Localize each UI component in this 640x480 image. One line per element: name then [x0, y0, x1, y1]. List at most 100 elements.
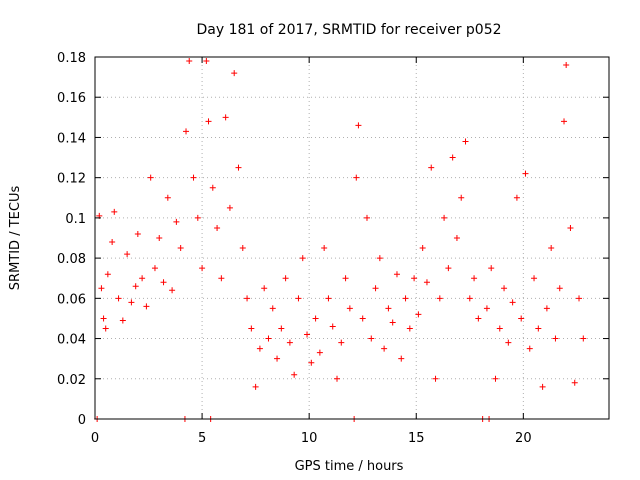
data-point	[177, 245, 184, 252]
y-tick-label: 0.02	[57, 373, 86, 388]
data-point	[445, 265, 452, 272]
data-point	[496, 325, 503, 332]
data-point	[432, 375, 439, 382]
data-point	[334, 375, 341, 382]
data-point	[203, 58, 210, 65]
data-point	[406, 325, 413, 332]
data-point	[522, 170, 529, 177]
data-point	[488, 265, 495, 272]
data-point	[214, 224, 221, 231]
data-point	[346, 305, 353, 312]
data-point	[278, 325, 285, 332]
data-point	[261, 285, 268, 292]
data-point	[475, 315, 482, 322]
data-point	[376, 255, 383, 262]
data-point	[389, 319, 396, 326]
chart-title: Day 181 of 2017, SRMTID for receiver p05…	[196, 22, 501, 38]
data-point	[160, 279, 167, 286]
data-point	[423, 279, 430, 286]
y-tick-label: 0.04	[57, 333, 86, 348]
data-point	[359, 315, 366, 322]
data-point	[173, 218, 180, 225]
data-point	[552, 335, 559, 342]
y-tick-label: 0.16	[57, 91, 86, 106]
data-point	[282, 275, 289, 282]
data-point	[368, 335, 375, 342]
data-point	[209, 184, 216, 191]
data-point	[269, 305, 276, 312]
data-point	[111, 208, 118, 215]
data-point	[453, 235, 460, 241]
x-tick-label: 0	[91, 431, 99, 446]
data-point	[535, 325, 542, 332]
data-point	[226, 204, 233, 211]
data-point	[199, 265, 206, 272]
data-point	[190, 174, 197, 181]
data-point	[164, 194, 171, 201]
data-point	[539, 383, 546, 390]
y-axis-label: SRMTID / TECUs	[8, 186, 23, 291]
data-point	[471, 275, 478, 282]
data-point	[372, 285, 379, 292]
data-point	[186, 58, 193, 65]
data-point	[235, 164, 242, 171]
data-point	[567, 224, 574, 231]
plot-frame	[94, 56, 610, 420]
data-point	[295, 295, 302, 302]
data-point	[143, 303, 150, 310]
data-point	[308, 359, 315, 366]
data-point	[291, 371, 298, 378]
data-point	[419, 245, 426, 252]
data-point	[222, 114, 229, 121]
data-point	[353, 174, 360, 181]
data-point	[256, 345, 263, 352]
data-point	[100, 315, 107, 322]
data-point	[411, 275, 418, 282]
data-point	[205, 118, 212, 125]
data-point	[543, 305, 550, 312]
data-point	[102, 325, 109, 332]
data-point	[128, 299, 135, 306]
data-point	[393, 271, 400, 278]
data-point	[571, 379, 578, 386]
data-point	[466, 295, 473, 302]
data-point	[398, 355, 405, 362]
data-point	[244, 295, 251, 302]
data-point	[104, 271, 111, 278]
data-point	[304, 331, 311, 338]
y-tick-label: 0.08	[57, 252, 86, 267]
data-point	[134, 230, 141, 237]
data-point	[115, 295, 122, 302]
data-point	[248, 325, 255, 332]
data-point	[299, 255, 306, 262]
data-point	[580, 335, 587, 342]
data-point	[385, 305, 392, 312]
data-point	[194, 214, 201, 221]
data-point	[363, 214, 370, 221]
data-point	[415, 311, 422, 318]
data-point	[462, 138, 469, 145]
data-point	[109, 239, 116, 246]
data-point	[556, 285, 563, 292]
x-tick-label: 10	[301, 431, 318, 446]
y-tick-label: 0.12	[57, 172, 86, 187]
data-point	[441, 214, 448, 221]
data-points	[94, 58, 587, 422]
data-point	[563, 62, 570, 69]
data-point	[338, 339, 345, 346]
data-point	[312, 315, 319, 322]
data-point	[428, 164, 435, 171]
data-point	[513, 194, 520, 201]
data-point	[509, 299, 516, 306]
data-point	[576, 295, 583, 302]
x-axis-label: GPS time / hours	[295, 459, 404, 474]
data-point	[402, 295, 409, 302]
data-point	[518, 315, 525, 322]
data-point	[436, 295, 443, 302]
data-point	[274, 355, 281, 362]
y-tick-label: 0.1	[65, 212, 86, 227]
data-point	[329, 323, 336, 330]
data-point	[325, 295, 332, 302]
x-tick-label: 15	[408, 431, 425, 446]
